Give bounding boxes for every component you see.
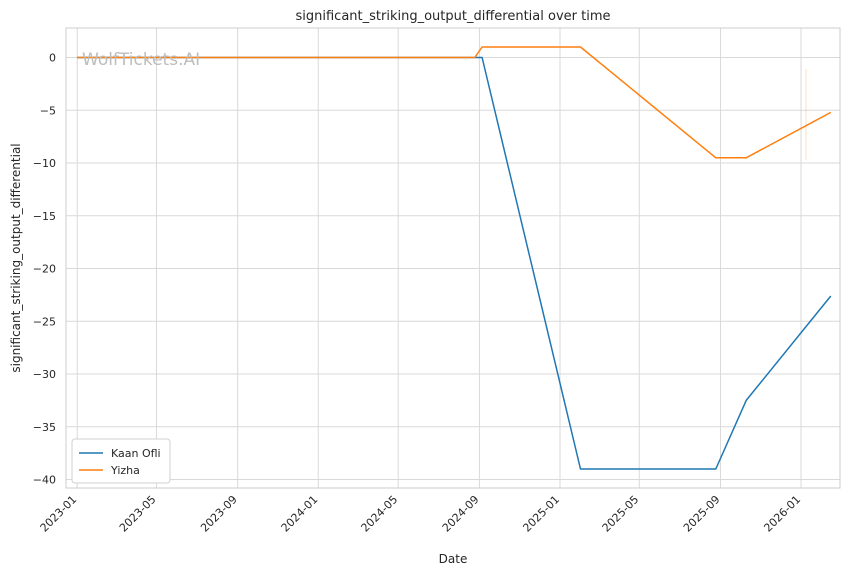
series-line-kaan-ofli <box>77 56 832 470</box>
y-tick-label: −10 <box>33 157 56 170</box>
watermark: WolfTickets.AI <box>82 50 200 70</box>
y-tick-label: 0 <box>49 52 56 65</box>
x-tick-label: 2025-01 <box>520 493 562 535</box>
chart-title: significant_striking_output_differential… <box>296 9 611 24</box>
y-tick-label: −40 <box>33 474 56 487</box>
legend: Kaan Ofli Yizha <box>71 438 171 484</box>
y-tick-label: −5 <box>40 104 56 117</box>
y-tick-label: −15 <box>33 210 56 223</box>
y-tick-label: −20 <box>33 263 56 276</box>
x-tick-label: 2025-09 <box>681 493 723 535</box>
x-tick-labels: 2023-01 2023-05 2023-09 2024-01 2024-05 2024-… <box>38 493 804 535</box>
y-tick-label: −25 <box>33 315 56 328</box>
x-tick-label: 2023-05 <box>117 493 159 535</box>
x-tick-label: 2024-05 <box>359 493 401 535</box>
y-tick-label: −35 <box>33 421 56 434</box>
x-tick-label: 2024-09 <box>440 493 482 535</box>
y-tick-label: −30 <box>33 368 56 381</box>
series-lines <box>77 46 832 470</box>
plot-area <box>65 27 841 489</box>
x-tick-label: 2025-05 <box>600 493 642 535</box>
legend-frame <box>71 438 171 484</box>
series-line-yizha <box>77 46 832 159</box>
x-tick-label: 2026-01 <box>761 493 803 535</box>
x-tick-label: 2023-09 <box>198 493 240 535</box>
legend-label-kaan-ofli: Kaan Ofli <box>111 447 161 460</box>
x-tick-label: 2023-01 <box>38 493 80 535</box>
x-axis-label: Date <box>439 552 468 566</box>
grid-lines <box>66 28 840 488</box>
y-axis-label: significant_striking_output_differential <box>9 143 23 372</box>
legend-label-yizha: Yizha <box>110 464 140 477</box>
y-tick-labels: 0 −5 −10 −15 −20 −25 −30 −35 −40 <box>33 52 56 487</box>
x-tick-label: 2024-01 <box>279 493 321 535</box>
